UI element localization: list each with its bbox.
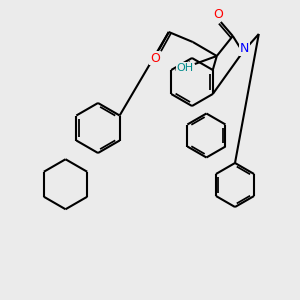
Text: O: O	[150, 52, 160, 64]
Text: O: O	[213, 8, 223, 20]
Text: OH: OH	[176, 63, 193, 73]
Text: N: N	[240, 43, 250, 56]
